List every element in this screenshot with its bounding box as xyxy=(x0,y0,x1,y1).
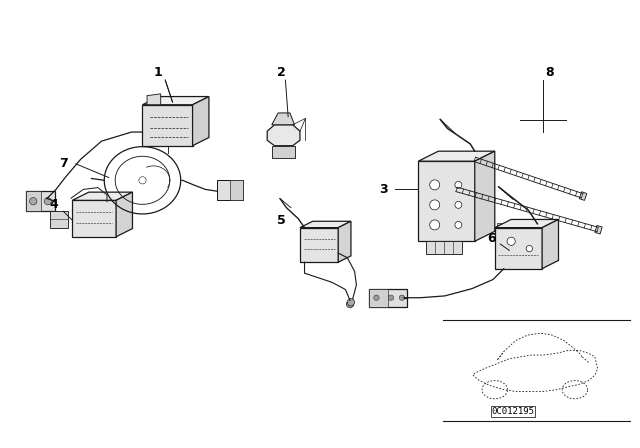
Bar xyxy=(369,289,388,307)
Circle shape xyxy=(139,177,146,184)
Polygon shape xyxy=(268,125,300,146)
Text: 5: 5 xyxy=(277,214,286,227)
Circle shape xyxy=(346,301,354,308)
Polygon shape xyxy=(300,221,351,228)
Text: 8: 8 xyxy=(545,66,554,79)
Polygon shape xyxy=(272,113,294,125)
Circle shape xyxy=(526,246,532,252)
Polygon shape xyxy=(579,192,587,200)
Bar xyxy=(50,211,68,228)
Polygon shape xyxy=(300,228,338,262)
Polygon shape xyxy=(147,94,161,105)
Polygon shape xyxy=(542,220,559,269)
Circle shape xyxy=(455,181,462,188)
Circle shape xyxy=(399,295,404,301)
Bar xyxy=(217,180,243,200)
Polygon shape xyxy=(495,228,542,269)
Polygon shape xyxy=(419,151,495,161)
Circle shape xyxy=(429,220,440,230)
Polygon shape xyxy=(338,221,351,262)
Polygon shape xyxy=(495,220,559,228)
Polygon shape xyxy=(143,97,209,105)
Circle shape xyxy=(348,299,355,306)
Text: 3: 3 xyxy=(380,183,388,196)
Text: 1: 1 xyxy=(154,66,163,79)
Polygon shape xyxy=(475,151,495,241)
Polygon shape xyxy=(419,161,475,241)
Text: 2: 2 xyxy=(277,66,286,79)
Circle shape xyxy=(388,295,394,301)
Polygon shape xyxy=(72,200,116,237)
Circle shape xyxy=(429,200,440,210)
Bar xyxy=(230,180,243,200)
Polygon shape xyxy=(72,192,132,200)
Text: 7: 7 xyxy=(59,157,68,170)
Circle shape xyxy=(429,180,440,190)
Bar xyxy=(426,241,462,254)
Bar xyxy=(26,191,55,211)
Circle shape xyxy=(455,202,462,208)
Polygon shape xyxy=(143,105,193,146)
Circle shape xyxy=(507,237,515,246)
Bar xyxy=(369,289,408,307)
Text: 4: 4 xyxy=(50,198,59,211)
Polygon shape xyxy=(595,225,602,234)
Circle shape xyxy=(44,198,51,205)
Circle shape xyxy=(455,221,462,228)
Bar xyxy=(26,191,40,211)
Text: 6: 6 xyxy=(487,232,495,245)
Bar xyxy=(497,223,501,237)
Circle shape xyxy=(374,295,379,301)
Polygon shape xyxy=(193,97,209,146)
Circle shape xyxy=(29,198,37,205)
Polygon shape xyxy=(116,192,132,237)
Text: 0C012195: 0C012195 xyxy=(492,407,534,416)
Polygon shape xyxy=(272,146,294,159)
